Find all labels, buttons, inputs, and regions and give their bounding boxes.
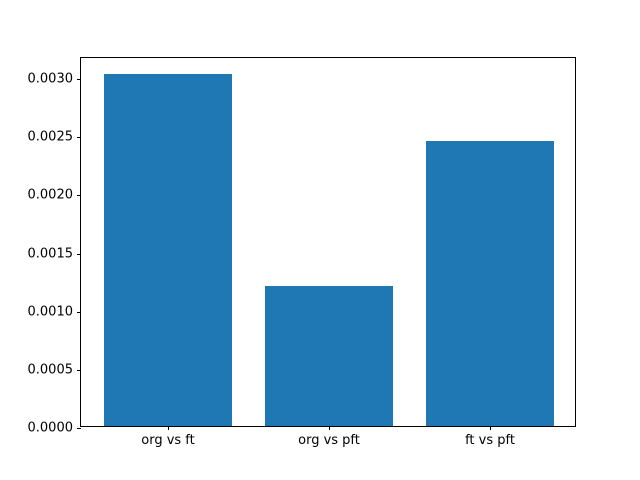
bar-ft-vs-pft [425, 140, 555, 426]
x-tick-mark [329, 426, 330, 430]
y-tick-label: 0.0020 [27, 187, 74, 203]
x-tick-label: org vs ft [141, 433, 195, 448]
y-tick-mark [77, 137, 81, 139]
x-tick-mark [490, 426, 491, 430]
y-tick-label: 0.0015 [27, 246, 74, 261]
plot-area: org vs ft org vs pft ft vs pft 0.0000 0.0005… [28, 57, 576, 448]
bar-org-vs-pft [264, 286, 394, 426]
y-tick-mark [77, 369, 81, 371]
y-tick-mark [77, 195, 81, 197]
y-tick-mark [77, 78, 81, 80]
y-tick-mark [77, 311, 81, 313]
x-tick-label: ft vs pft [465, 433, 515, 448]
y-tick-label: 0.0000 [27, 420, 74, 436]
x-tick-mark [168, 426, 169, 430]
y-tick-label: 0.0025 [27, 129, 74, 145]
y-tick-mark [77, 253, 81, 255]
y-tick-mark [77, 428, 81, 429]
bar-org-vs-ft [103, 73, 233, 426]
x-tick-label: org vs pft [298, 433, 360, 448]
y-tick-label: 0.0010 [27, 304, 74, 320]
y-tick-label: 0.0030 [27, 71, 74, 87]
y-tick-label: 0.0005 [27, 362, 74, 378]
